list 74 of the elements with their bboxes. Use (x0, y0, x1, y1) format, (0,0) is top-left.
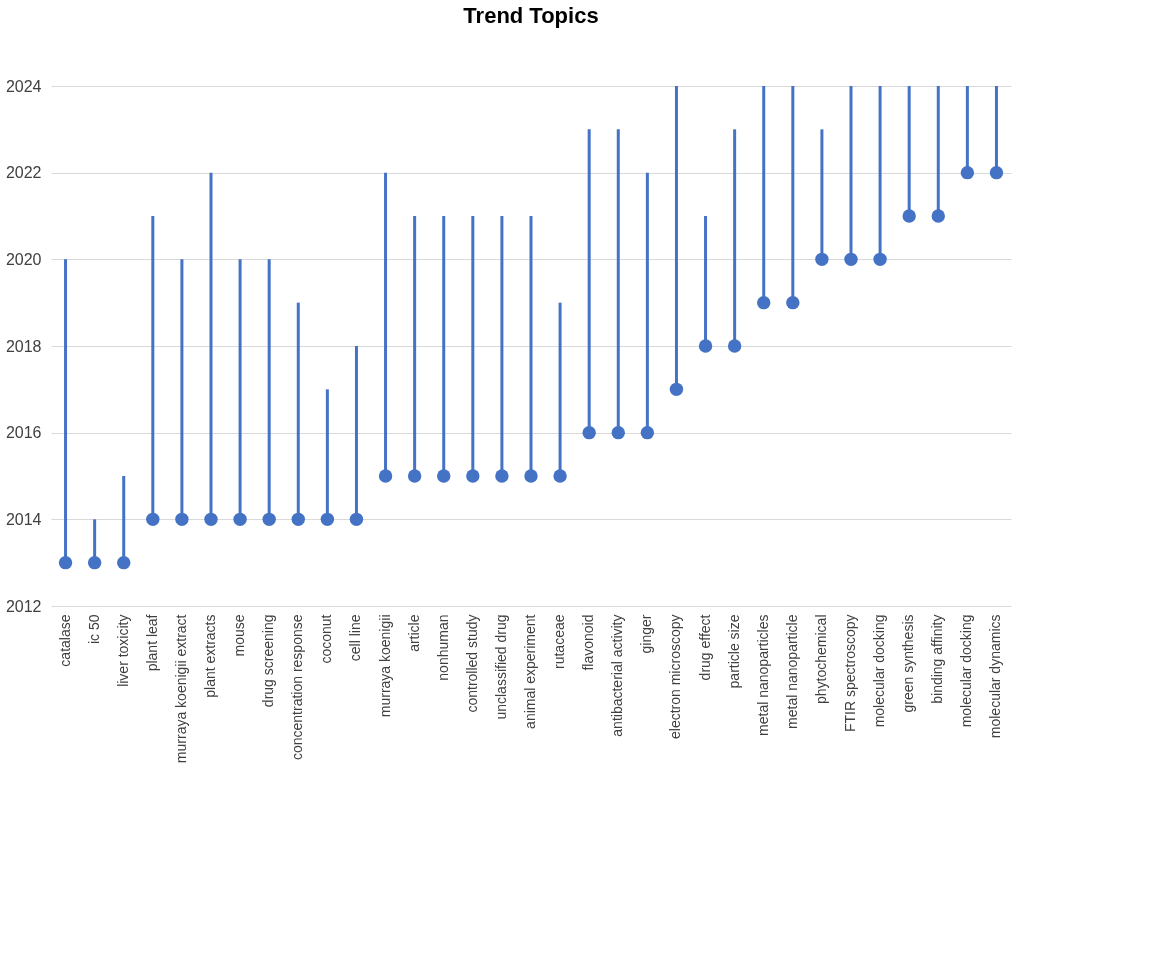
point (873, 252, 887, 267)
point (378, 469, 393, 483)
point (524, 469, 538, 483)
point (698, 339, 713, 353)
x-tick-label: metal nanoparticle (783, 614, 800, 729)
chart-title: Trend Topics (463, 3, 599, 28)
point (931, 209, 945, 223)
x-tick-label: controlled study (463, 614, 480, 713)
point (437, 469, 451, 483)
point (204, 512, 218, 527)
point (815, 252, 829, 267)
y-tick-label: 2016 (5, 424, 42, 442)
x-tick-label: metal nanoparticles (754, 614, 771, 736)
x-tick-label: ginger (638, 614, 655, 654)
point (495, 469, 509, 483)
x-tick-label: ic 50 (85, 614, 102, 645)
point (233, 512, 247, 527)
x-tick-label: rutaceae (551, 614, 568, 669)
point (582, 425, 596, 440)
x-tick-label: flavonoid (580, 614, 597, 671)
point (727, 339, 742, 353)
point (58, 555, 73, 570)
point (407, 469, 422, 483)
y-tick-label: 2012 (5, 597, 42, 615)
point (611, 425, 625, 440)
point (146, 512, 160, 527)
point (902, 209, 916, 223)
y-tick-label: 2022 (5, 164, 42, 182)
point (175, 512, 189, 527)
x-tick-label: drug screening (260, 614, 277, 708)
x-tick-label: liver toxicity (114, 614, 131, 687)
x-tick-label: particle size (725, 614, 742, 689)
x-tick-label: cell line (347, 614, 364, 662)
point (117, 555, 131, 570)
x-tick-label: catalase (56, 614, 73, 667)
point (291, 512, 305, 527)
point (553, 469, 567, 483)
x-tick-label: nonhuman (434, 614, 451, 681)
x-tick-label: murraya koenigii (376, 614, 393, 718)
x-tick-label: murraya koenigii extract (172, 614, 189, 764)
x-tick-label: drug effect (696, 614, 713, 681)
point (349, 512, 364, 527)
point (960, 165, 975, 180)
x-tick-label: molecular docking (871, 614, 888, 728)
x-tick-label: phytochemical (812, 614, 829, 704)
x-tick-label: molecular dynamics (987, 614, 1004, 739)
point (87, 555, 102, 570)
x-tick-label: molecular docking (958, 614, 975, 728)
point (757, 295, 771, 310)
point (989, 165, 1004, 180)
x-tick-label: mouse (231, 614, 248, 657)
x-tick-label: concentration response (289, 614, 306, 761)
point (320, 512, 335, 527)
x-tick-label: FTIR spectroscopy (842, 614, 858, 732)
x-tick-label: binding affinity (929, 614, 946, 704)
x-tick-label: coconut (318, 614, 335, 664)
point (466, 469, 480, 483)
x-tick-label: green synthesis (900, 614, 917, 713)
point (640, 425, 655, 440)
x-tick-label: plant leaf (143, 614, 160, 672)
point (262, 512, 276, 527)
y-tick-label: 2024 (5, 77, 42, 95)
point (844, 252, 858, 267)
x-tick-label: plant extracts (202, 614, 218, 698)
y-tick-label: 2018 (5, 337, 42, 355)
y-tick-label: 2014 (5, 510, 42, 528)
x-tick-label: animal experiment (522, 614, 538, 729)
x-tick-label: unclassified drug (492, 614, 509, 720)
point (786, 295, 800, 310)
point (669, 382, 684, 397)
y-tick-label: 2020 (5, 250, 42, 268)
x-tick-label: antibacterial activity (609, 614, 626, 737)
x-tick-label: electron microscopy (667, 614, 684, 739)
x-tick-label: article (405, 614, 422, 652)
